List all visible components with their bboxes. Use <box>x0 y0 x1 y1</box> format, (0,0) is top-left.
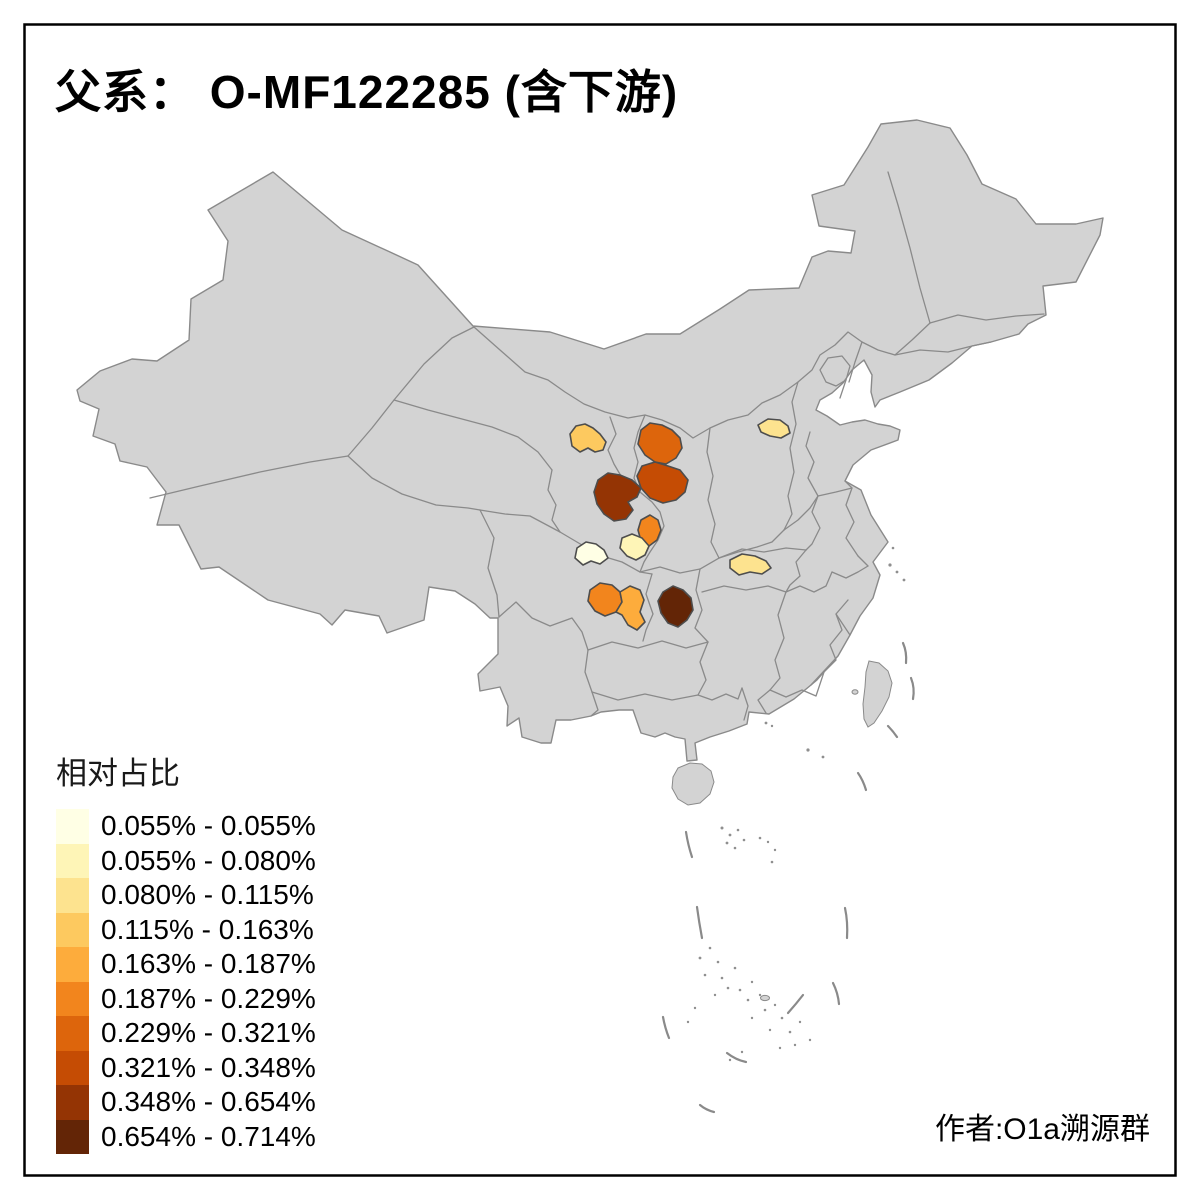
legend-label-5: 0.163% - 0.187% <box>101 948 316 980</box>
legend-row-7: 0.229% - 0.321% <box>56 1016 316 1051</box>
legend-swatch-2 <box>56 843 89 878</box>
choropleth-region-5 <box>637 514 662 547</box>
hainan-island <box>671 762 715 806</box>
legend-swatch-8 <box>56 1050 89 1085</box>
legend-label-4: 0.115% - 0.163% <box>101 913 314 945</box>
penghu-islet <box>851 689 859 695</box>
legend-label-9: 0.348% - 0.654% <box>101 1086 316 1118</box>
choropleth-region-2 <box>637 422 683 465</box>
legend-swatch-6 <box>56 981 89 1016</box>
legend-swatch-4 <box>56 912 89 947</box>
choropleth-region-6 <box>619 533 650 561</box>
legend-row-6: 0.187% - 0.229% <box>56 981 316 1016</box>
legend-label-10: 0.654% - 0.714% <box>101 1120 316 1152</box>
legend-swatch-5 <box>56 947 89 982</box>
legend-row-2: 0.055% - 0.080% <box>56 843 316 878</box>
legend-label-2: 0.055% - 0.080% <box>101 844 316 876</box>
choropleth-region-11 <box>615 585 646 631</box>
choropleth-region-12 <box>657 585 694 628</box>
choropleth-region-1 <box>569 423 607 453</box>
taiwan-island <box>862 660 893 728</box>
plot-title: 父系： O-MF122285 (含下游) <box>55 66 679 118</box>
choropleth-region-7 <box>574 541 609 566</box>
islands <box>671 546 906 1062</box>
legend-row-1: 0.055% - 0.055% <box>56 809 316 844</box>
legend-swatch-7 <box>56 1016 89 1051</box>
legend-title: 相对占比 <box>56 756 180 791</box>
legend-label-6: 0.187% - 0.229% <box>101 982 316 1014</box>
legend-swatch-3 <box>56 878 89 913</box>
legend-label-7: 0.229% - 0.321% <box>101 1017 316 1049</box>
legend-label-8: 0.321% - 0.348% <box>101 1051 316 1083</box>
highlighted-regions <box>569 418 791 631</box>
legend-rows: 0.055% - 0.055% 0.055% - 0.080% 0.080% - 0… <box>56 809 316 1154</box>
legend-label-3: 0.080% - 0.115% <box>101 879 314 911</box>
choropleth-region-8 <box>757 418 791 439</box>
legend-row-5: 0.163% - 0.187% <box>56 947 316 982</box>
choropleth-region-4 <box>593 472 642 522</box>
choropleth-region-9 <box>729 553 772 576</box>
nine-dash-line <box>661 641 915 1114</box>
legend-label-1: 0.055% - 0.055% <box>101 810 316 842</box>
legend: 相对占比 0.055% - 0.055% 0.055% - 0.080% 0.080… <box>56 748 316 1154</box>
legend-row-10: 0.654% - 0.714% <box>56 1119 316 1154</box>
choropleth-region-3 <box>636 461 689 504</box>
legend-swatch-1 <box>56 809 89 844</box>
plot-frame <box>23 23 1177 1177</box>
legend-row-3: 0.080% - 0.115% <box>56 878 316 913</box>
legend-swatch-10 <box>56 1119 89 1154</box>
author-credit: 作者:O1a溯源群 <box>934 1113 1150 1146</box>
legend-row-9: 0.348% - 0.654% <box>56 1085 316 1120</box>
legend-swatch-9 <box>56 1085 89 1120</box>
legend-row-4: 0.115% - 0.163% <box>56 912 316 947</box>
spratly-islet <box>760 994 770 1002</box>
legend-row-8: 0.321% - 0.348% <box>56 1050 316 1085</box>
